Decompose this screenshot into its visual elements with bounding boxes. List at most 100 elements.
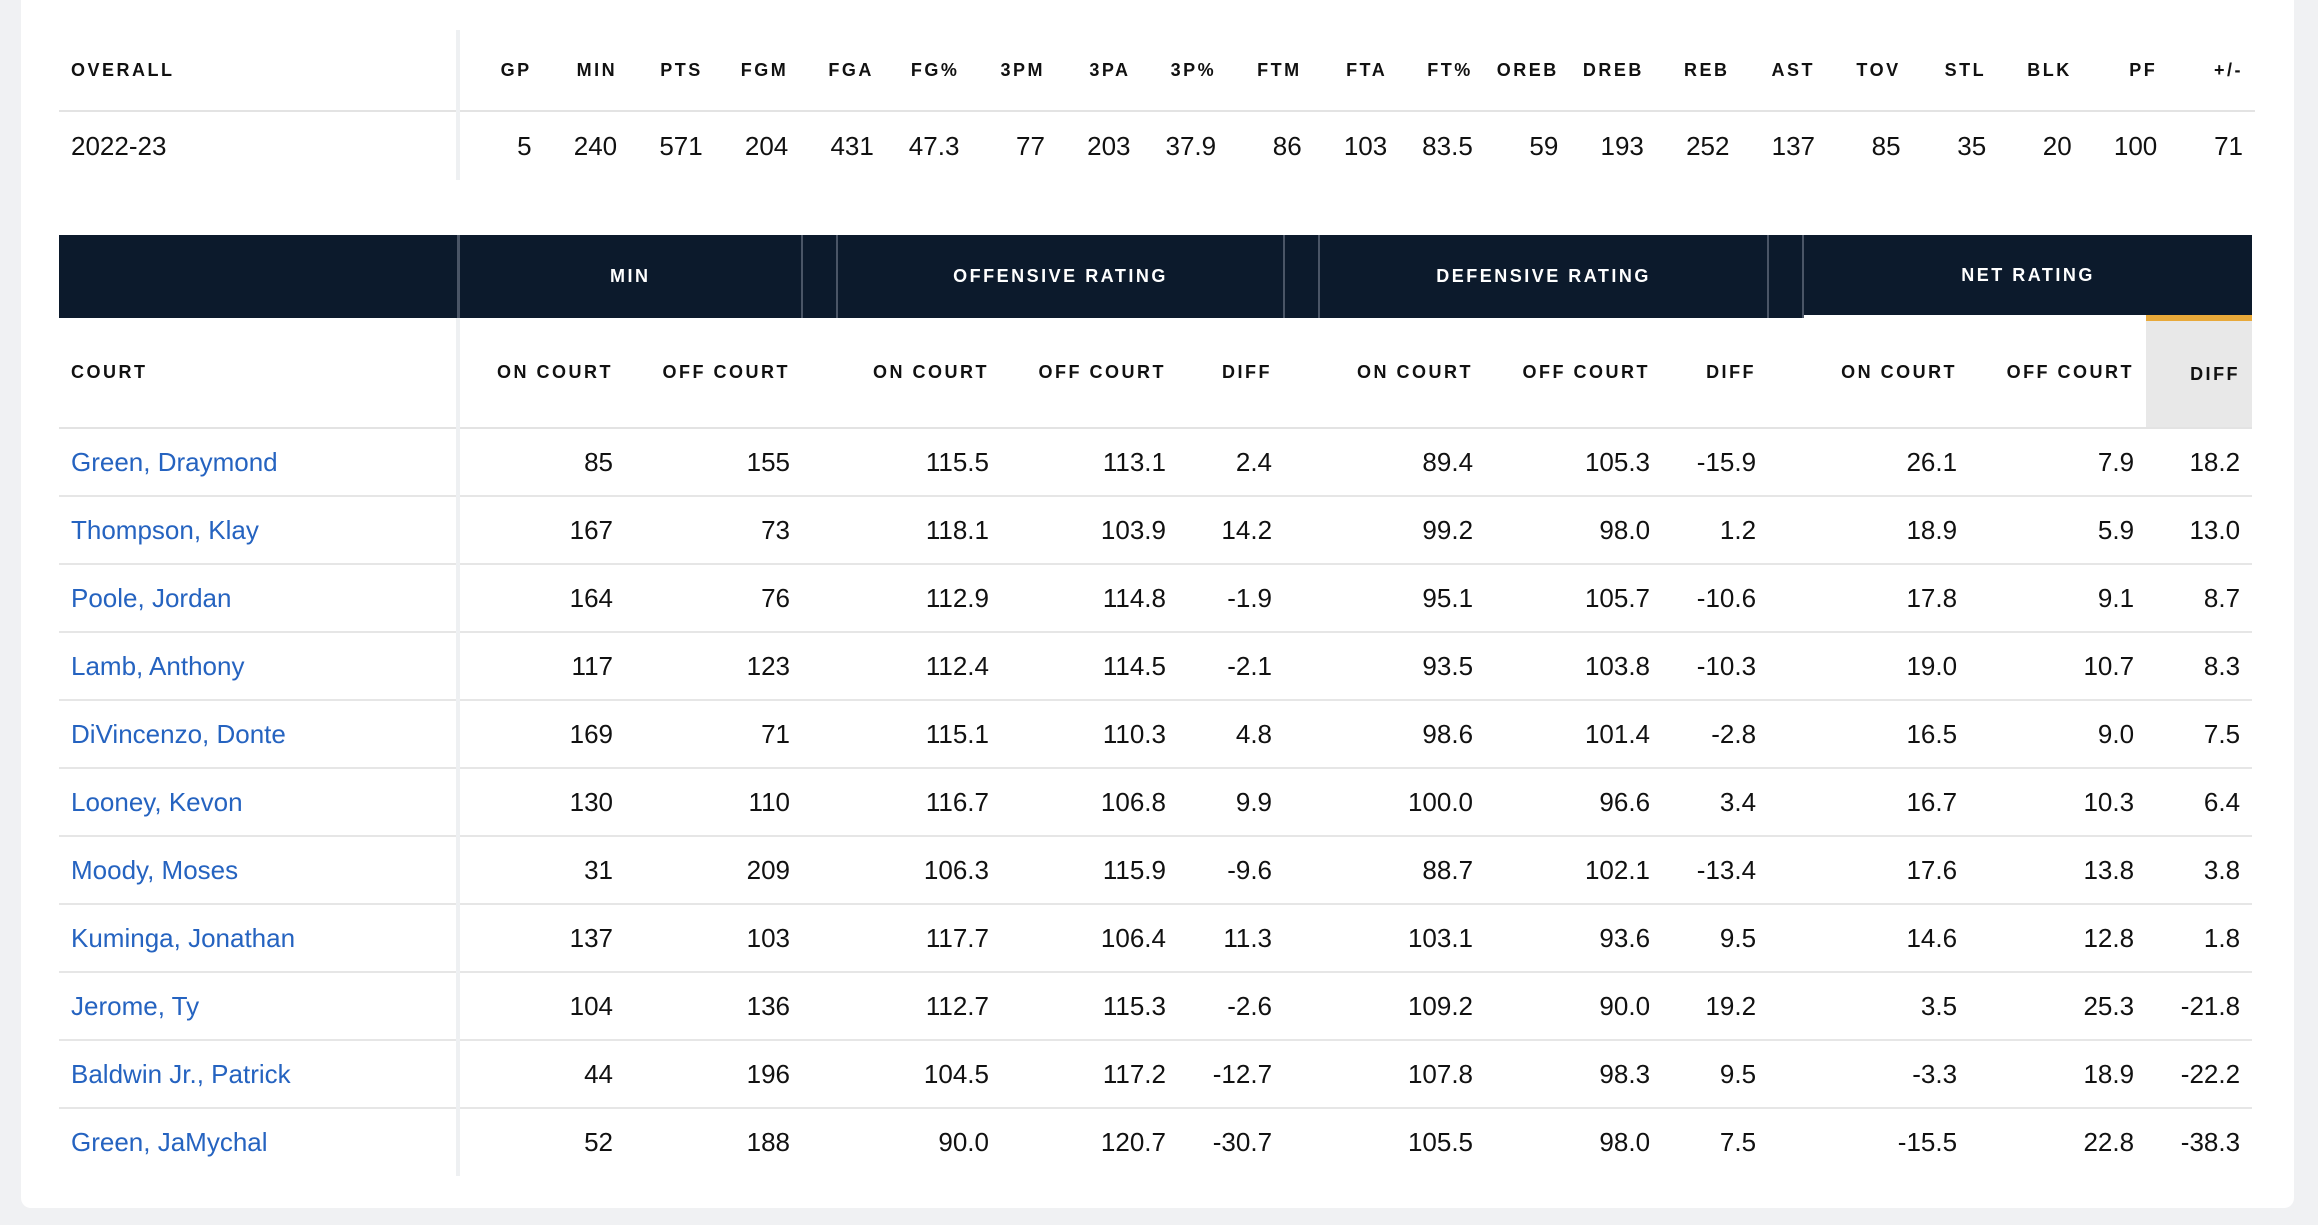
cell: 89.4 (1319, 428, 1486, 497)
cell: 105.7 (1485, 564, 1663, 633)
cell: 115.9 (1001, 836, 1178, 905)
spacer (1284, 428, 1320, 497)
cell: 13.0 (2146, 496, 2253, 565)
cell: 9.5 (1662, 1040, 1769, 1109)
column-header: DIFF (2146, 315, 2253, 429)
player-name[interactable]: Lamb, Anthony (59, 632, 460, 701)
column-header: DIFF (1662, 318, 1769, 429)
group-row: MIN OFFENSIVE RATING DEFENSIVE RATING NET R… (59, 235, 2253, 318)
column-header: DIFF (1178, 318, 1285, 429)
cell: 93.6 (1485, 904, 1663, 973)
column-header: TOV (1827, 30, 1913, 112)
player-row: Green, Draymond 85 155 115.5 113.1 2.4 89.4 105… (59, 428, 2253, 497)
player-name[interactable]: Baldwin Jr., Patrick (59, 1040, 460, 1109)
cell: 17.8 (1803, 564, 1970, 633)
cell: 6.4 (2146, 768, 2253, 837)
player-name[interactable]: Kuminga, Jonathan (59, 904, 460, 973)
header-row: OVERALL GP MIN PTS FGM FGA FG% 3PM 3PA 3P% FTM FTA F… (59, 30, 2255, 112)
cell: 7.9 (1969, 428, 2147, 497)
cell: 47.3 (908, 130, 960, 161)
column-header: +/- (2169, 30, 2255, 112)
spacer (1284, 836, 1320, 905)
cell: 8.3 (2146, 632, 2253, 701)
player-name[interactable]: Looney, Kevon (59, 768, 460, 837)
player-name[interactable]: Jerome, Ty (59, 972, 460, 1041)
cell: 105.5 (1407, 1127, 1474, 1157)
spacer (802, 972, 837, 1041)
player-name[interactable]: Green, Draymond (59, 428, 460, 497)
group-header: DEFENSIVE RATING (1319, 235, 1769, 318)
player-row: Lamb, Anthony 117 123 112.4 114.5 -2.1 93.5 103… (59, 632, 2253, 701)
spacer (802, 428, 837, 497)
player-row: Kuminga, Jonathan 137 103 117.7 106.4 11.3 103… (59, 904, 2253, 973)
cell: 19.0 (1803, 632, 1970, 701)
column-header: AST (1741, 30, 1828, 112)
body: 2022-23 5 240 571 204 431 47.3 77 203 37.9 86 103 83… (59, 111, 2255, 180)
column-header: STL (1912, 30, 1999, 112)
player-row: Jerome, Ty 104 136 112.7 115.3 -2.6 109.2 90.0 1… (59, 972, 2253, 1041)
cell: 18.2 (2146, 428, 2253, 497)
player-name[interactable]: Green, JaMychal (59, 1108, 460, 1176)
cell: 99.2 (1319, 496, 1486, 565)
spacer (1768, 318, 1804, 429)
group-header: NET RATING (1803, 235, 2253, 318)
spacer (802, 768, 837, 837)
cell: 19.2 (1662, 972, 1769, 1041)
cell: 98.0 (1485, 496, 1663, 565)
cell: 4.8 (1178, 700, 1285, 769)
cell: 26.1 (1803, 428, 1970, 497)
spacer (1768, 632, 1804, 701)
cell: 167 (458, 496, 625, 565)
column-header: REB (1655, 30, 1742, 112)
cell: 112.9 (837, 564, 1001, 633)
cell: 16.7 (1803, 768, 1970, 837)
column-header: FGA (800, 30, 886, 112)
player-name[interactable]: Thompson, Klay (59, 496, 460, 565)
spacer (1768, 496, 1804, 565)
cell: 3.5 (1803, 972, 1970, 1041)
cell: 203 (1087, 130, 1131, 161)
column-row: COURT ON COURT OFF COURT ON COURT OFF COURT D… (59, 315, 2253, 429)
cell: 9.1 (1969, 564, 2147, 633)
column-header: 3P% (1142, 30, 1229, 112)
spacer (802, 1108, 837, 1176)
cell: 101.4 (1485, 700, 1663, 769)
cell: 1.8 (2146, 904, 2253, 973)
spacer (802, 632, 837, 701)
cell: -2.1 (1178, 632, 1285, 701)
column-header: ON COURT (1319, 318, 1486, 429)
cell: 10.7 (1969, 632, 2147, 701)
column-header: FT% (1399, 30, 1485, 112)
cell: 106.8 (1001, 768, 1178, 837)
column-header: OFF COURT (1969, 318, 2147, 429)
cell: 7.5 (2146, 700, 2253, 769)
cell: 88.7 (1319, 836, 1486, 905)
cell: 240 (573, 130, 618, 161)
cell: 103.9 (1001, 496, 1178, 565)
cell: 71 (625, 700, 802, 769)
cell: 114.5 (1001, 632, 1178, 701)
cell: 137 (1771, 130, 1816, 161)
cell: 10.3 (1969, 768, 2147, 837)
cell: -12.7 (1178, 1040, 1285, 1109)
player-name[interactable]: DiVincenzo, Donte (59, 700, 460, 769)
overall-table: OVERALL GP MIN PTS FGM FGA FG% 3PM 3PA 3P% FTM FTA F… (59, 30, 2255, 180)
spacer (802, 700, 837, 769)
spacer (1768, 1040, 1804, 1109)
cell: 110.3 (1001, 700, 1178, 769)
cell: 112.7 (837, 972, 1001, 1041)
player-name[interactable]: Moody, Moses (59, 836, 460, 905)
column-header: OFF COURT (1001, 318, 1178, 429)
cell: 155 (625, 428, 802, 497)
spacer (1768, 700, 1804, 769)
spacer (802, 1040, 837, 1109)
stats-card: OVERALL GP MIN PTS FGM FGA FG% 3PM 3PA 3P% FTM FTA F… (21, 0, 2294, 1208)
header: OVERALL GP MIN PTS FGM FGA FG% 3PM 3PA 3P% FTM FTA F… (59, 30, 2255, 112)
cell: 83.5 (1422, 130, 1473, 161)
cell: 98.6 (1319, 700, 1486, 769)
cell: 204 (744, 130, 789, 161)
group-spacer (1283, 235, 1321, 318)
player-name[interactable]: Poole, Jordan (59, 564, 460, 633)
column-header: 3PA (1056, 30, 1143, 112)
cell: 35 (1957, 130, 1987, 161)
